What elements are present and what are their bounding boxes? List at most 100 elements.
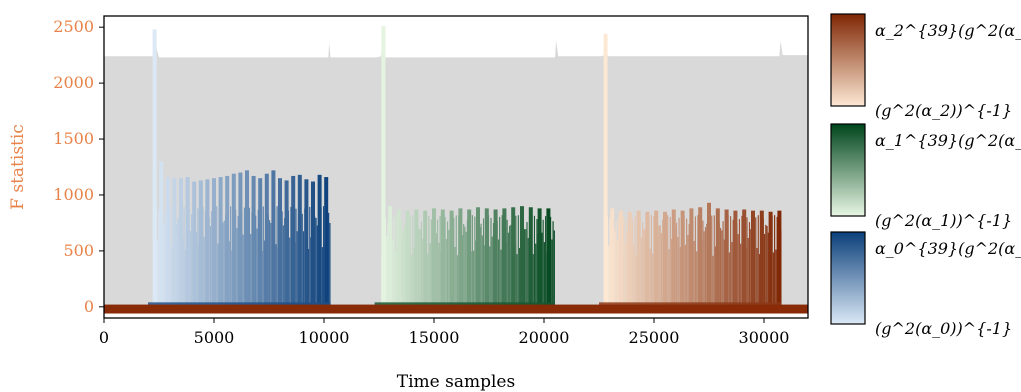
- series-2-bar: [732, 219, 734, 307]
- series-0-bar: [263, 240, 266, 307]
- series-1-bar: [420, 221, 423, 307]
- series-2-peak: [751, 210, 755, 307]
- y-axis: 0 500 1000 1500 2000 2500: [53, 17, 104, 316]
- series-0-peak: [152, 29, 157, 307]
- series-1-peak: [520, 206, 524, 307]
- series-2-bar: [765, 224, 767, 307]
- series-1-bar: [489, 246, 491, 307]
- series-1-bar: [480, 223, 482, 307]
- x-tick-label: 5000: [194, 328, 235, 347]
- series-2-bar: [697, 215, 699, 307]
- series-0-peak: [179, 178, 183, 307]
- series-1-peak: [493, 209, 498, 307]
- series-2-bar: [644, 229, 646, 307]
- x-axis-title: Time samples: [397, 372, 515, 392]
- series-2-bar: [676, 222, 678, 307]
- series-2-bar: [684, 244, 686, 307]
- series-0-bar: [255, 215, 257, 307]
- series-2-bar: [642, 222, 644, 307]
- y-tick-label: 1500: [53, 129, 94, 148]
- series-0-peak: [251, 175, 256, 307]
- series-1-bar: [541, 232, 543, 307]
- series-0-bar: [302, 231, 305, 307]
- series-0-bar: [329, 222, 331, 307]
- series-0-bar: [163, 223, 165, 307]
- series-1-bar: [482, 218, 485, 307]
- series-2-bar: [730, 216, 732, 307]
- series-0-peak: [291, 175, 296, 307]
- series-0-peak: [258, 178, 263, 307]
- series-1-bar: [454, 246, 456, 307]
- baseline-band: [104, 304, 808, 314]
- series-1-bar: [438, 242, 440, 307]
- series-0-bar: [301, 213, 303, 307]
- x-tick-label: 15000: [409, 328, 460, 347]
- series-0-bar: [289, 237, 291, 307]
- series-2-bar: [669, 217, 671, 307]
- series-2-bar: [720, 227, 722, 307]
- series-0-bar: [191, 214, 193, 307]
- series-1-peak: [449, 210, 454, 307]
- series-1-bar: [501, 215, 503, 307]
- series-1-bar: [419, 229, 421, 307]
- series-1-peak: [476, 207, 480, 307]
- series-1-bar: [429, 243, 431, 307]
- series-1-bar: [517, 215, 519, 307]
- series-0-bar: [217, 243, 219, 307]
- series-2-bar: [626, 232, 629, 307]
- series-2-bar: [653, 215, 655, 307]
- series-0-peak: [159, 161, 164, 307]
- series-1-bar: [499, 216, 501, 307]
- series-2-bar: [686, 218, 688, 307]
- series-0-bar: [177, 218, 179, 307]
- series-0-peak: [264, 173, 269, 307]
- series-1-bar: [533, 215, 536, 307]
- series-1-peak: [388, 206, 392, 307]
- series-1-peak: [458, 208, 463, 307]
- series-2-bar: [659, 225, 661, 307]
- x-tick-label: 25000: [629, 328, 680, 347]
- series-2-bar: [747, 237, 749, 307]
- series-0-bar: [203, 236, 205, 307]
- series-0-peak: [324, 177, 329, 307]
- series-1-peak: [484, 208, 489, 307]
- series-2-bar: [702, 220, 704, 307]
- series-2-bar: [704, 227, 707, 307]
- series-2-peak: [698, 207, 703, 307]
- series-2-peak: [627, 211, 632, 307]
- series-1-bar: [455, 215, 457, 307]
- series-1-bar: [491, 236, 493, 307]
- series-1-bar: [410, 254, 413, 307]
- series-2-bar: [738, 219, 740, 307]
- series-2-bar: [731, 242, 733, 307]
- colorbar-0: α_2^{39}(g^2(α_2))^{-1} (g^2(α_2))^{-1}: [830, 13, 1021, 120]
- series-1-bar: [393, 216, 395, 307]
- colorbar-0-bottom-label: (g^2(α_2))^{-1}: [875, 101, 1012, 120]
- series-1-bar: [461, 234, 464, 307]
- series-0-bar: [183, 206, 185, 307]
- series-2: [599, 33, 782, 307]
- series-1-bar: [435, 233, 437, 307]
- series-0-bar: [170, 246, 173, 307]
- series-0-bar: [281, 211, 283, 307]
- series-2-bar: [658, 225, 660, 307]
- series-1-bar: [473, 250, 475, 307]
- series-1-bar: [444, 217, 446, 307]
- series-1-bar: [437, 219, 439, 307]
- series-2-bar: [772, 252, 774, 307]
- series-2-peak: [663, 211, 667, 307]
- series-2-peak: [654, 210, 659, 307]
- series-0-peak: [172, 178, 177, 307]
- series-1-bar: [464, 226, 466, 307]
- series-0-bar: [296, 231, 298, 307]
- series-0-bar: [189, 230, 191, 307]
- series-2-baseline: [599, 302, 782, 307]
- series-1-bar: [516, 254, 518, 307]
- series-2-peak: [715, 208, 720, 307]
- series-2-peak: [777, 210, 782, 307]
- series-1-bar: [446, 221, 449, 307]
- y-tick-label: 1000: [53, 185, 94, 204]
- series-2-peak: [724, 209, 729, 307]
- series-0-peak: [245, 170, 249, 307]
